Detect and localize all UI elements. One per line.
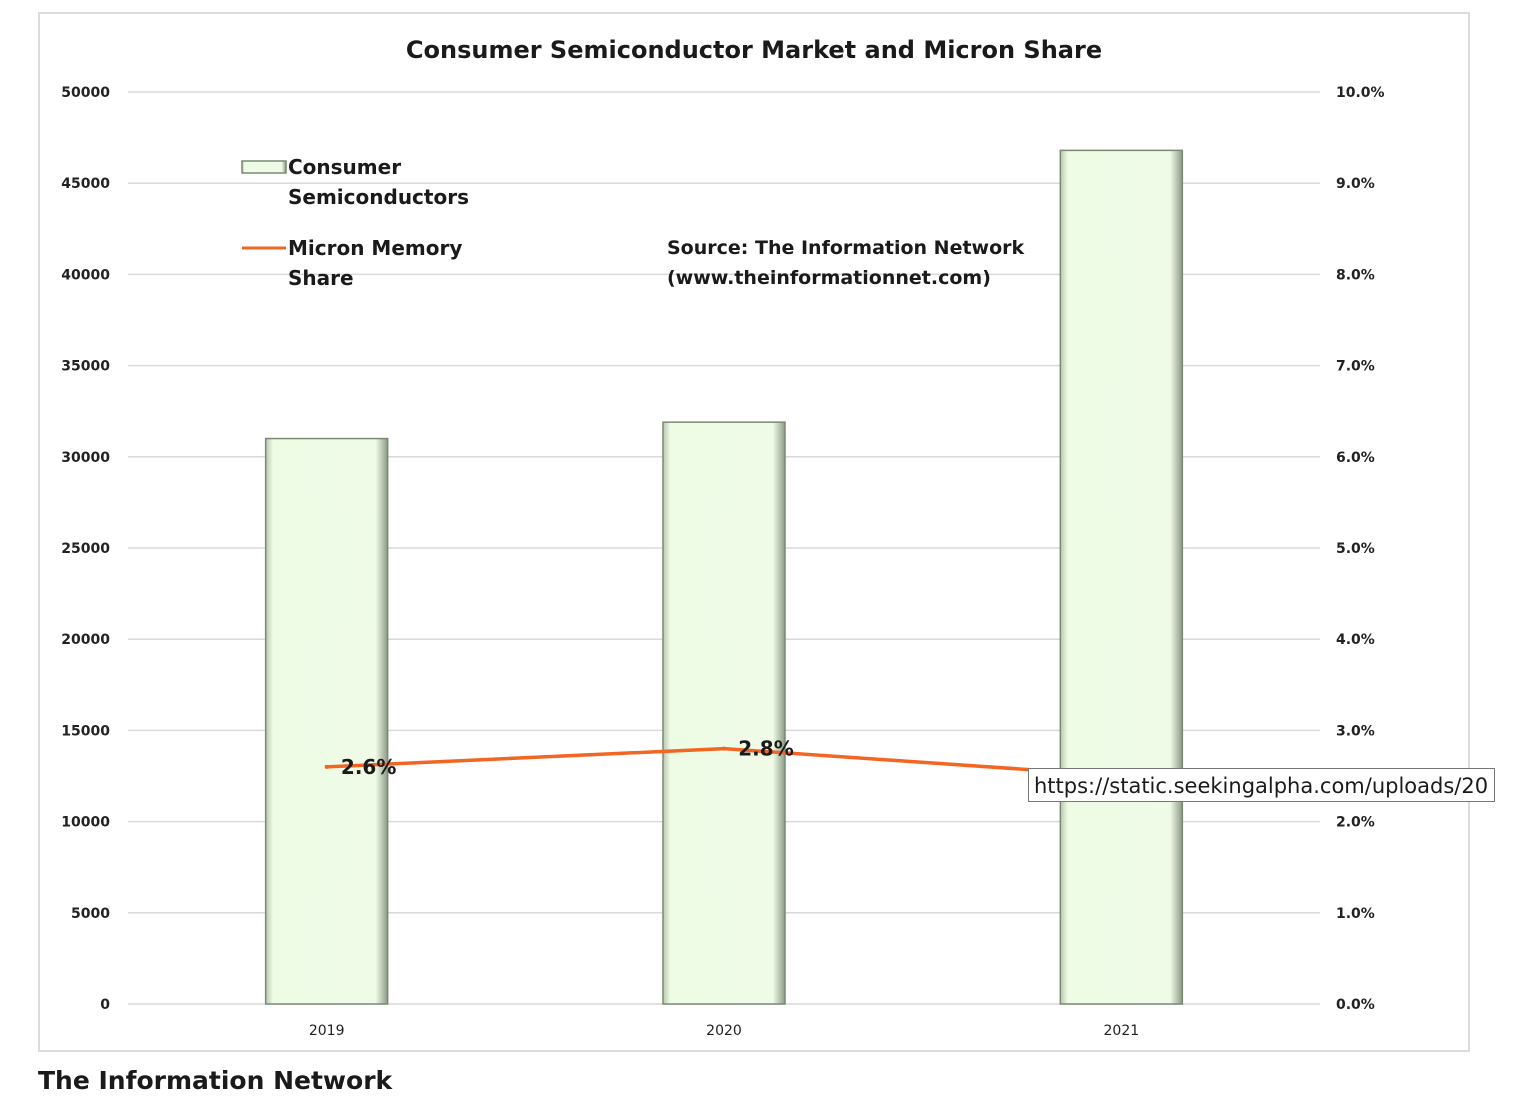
legend-label-bar-line1: Consumer: [288, 155, 401, 179]
y-left-tick-label: 45000: [61, 176, 110, 192]
y-right-tick-label: 2.0%: [1336, 815, 1375, 831]
y-left-tick-label: 50000: [61, 85, 110, 101]
y-left-tick-label: 0: [100, 997, 110, 1013]
bar-series: [264, 149, 1184, 1005]
y-right-tick-label: 5.0%: [1336, 541, 1375, 557]
x-tick-label: 2020: [706, 1023, 742, 1039]
source-line1: Source: The Information Network: [667, 237, 1025, 259]
legend-swatch-bar: [241, 160, 287, 174]
y-right-tick-label: 7.0%: [1336, 359, 1375, 375]
y-right-tick-label: 10.0%: [1336, 85, 1385, 101]
y-right-tick-label: 9.0%: [1336, 176, 1375, 192]
y-left-tick-label: 35000: [61, 359, 110, 375]
y-right-tick-label: 0.0%: [1336, 997, 1375, 1013]
y-right-tick-label: 8.0%: [1336, 267, 1375, 283]
data-label: 2.6%: [341, 755, 396, 779]
bar: [662, 421, 786, 1005]
y-left-tick-label: 20000: [61, 632, 110, 648]
y-right-tick-label: 6.0%: [1336, 450, 1375, 466]
line-series: 2.6% 2.8%: [324, 737, 1124, 779]
chart-frame: 2.6% 2.8% 0 5000 10000 15000 20000 25000 30000 3…: [38, 12, 1470, 1052]
data-label: 2.8%: [738, 737, 793, 761]
x-tick-label: 2019: [309, 1023, 345, 1039]
source-line2: (www.theinformationnet.com): [667, 267, 991, 289]
image-caption: The Information Network: [38, 1066, 393, 1095]
url-tooltip: https://static.seekingalpha.com/uploads/…: [1028, 768, 1496, 802]
y-left-tick-label: 25000: [61, 541, 110, 557]
y-left-tick-label: 5000: [71, 906, 110, 922]
x-tick-label: 2021: [1104, 1023, 1140, 1039]
y-right-tick-label: 1.0%: [1336, 906, 1375, 922]
legend-label-bar-line2: Semiconductors: [288, 185, 469, 209]
chart-title: Consumer Semiconductor Market and Micron…: [406, 36, 1102, 64]
chart: 2.6% 2.8% 0 5000 10000 15000 20000 25000 30000 3…: [61, 36, 1384, 1039]
legend-label-line-line2: Share: [288, 266, 354, 290]
y-left-tick-label: 15000: [61, 723, 110, 739]
y-right-tick-label: 3.0%: [1336, 723, 1375, 739]
axis-labels: 0 5000 10000 15000 20000 25000 30000 35000 40000…: [61, 85, 1384, 1039]
y-left-tick-label: 40000: [61, 267, 110, 283]
legend: Consumer Semiconductors Micron Memory Sh…: [241, 155, 469, 290]
y-left-tick-label: 10000: [61, 815, 110, 831]
line-point: [722, 746, 726, 751]
legend-label-line-line1: Micron Memory: [288, 236, 462, 260]
bar: [264, 437, 389, 1005]
y-right-tick-label: 4.0%: [1336, 632, 1375, 648]
bar: [1059, 149, 1184, 1005]
y-left-tick-label: 30000: [61, 450, 110, 466]
line-point: [324, 764, 329, 769]
source-annotation: Source: The Information Network (www.the…: [667, 237, 1025, 289]
